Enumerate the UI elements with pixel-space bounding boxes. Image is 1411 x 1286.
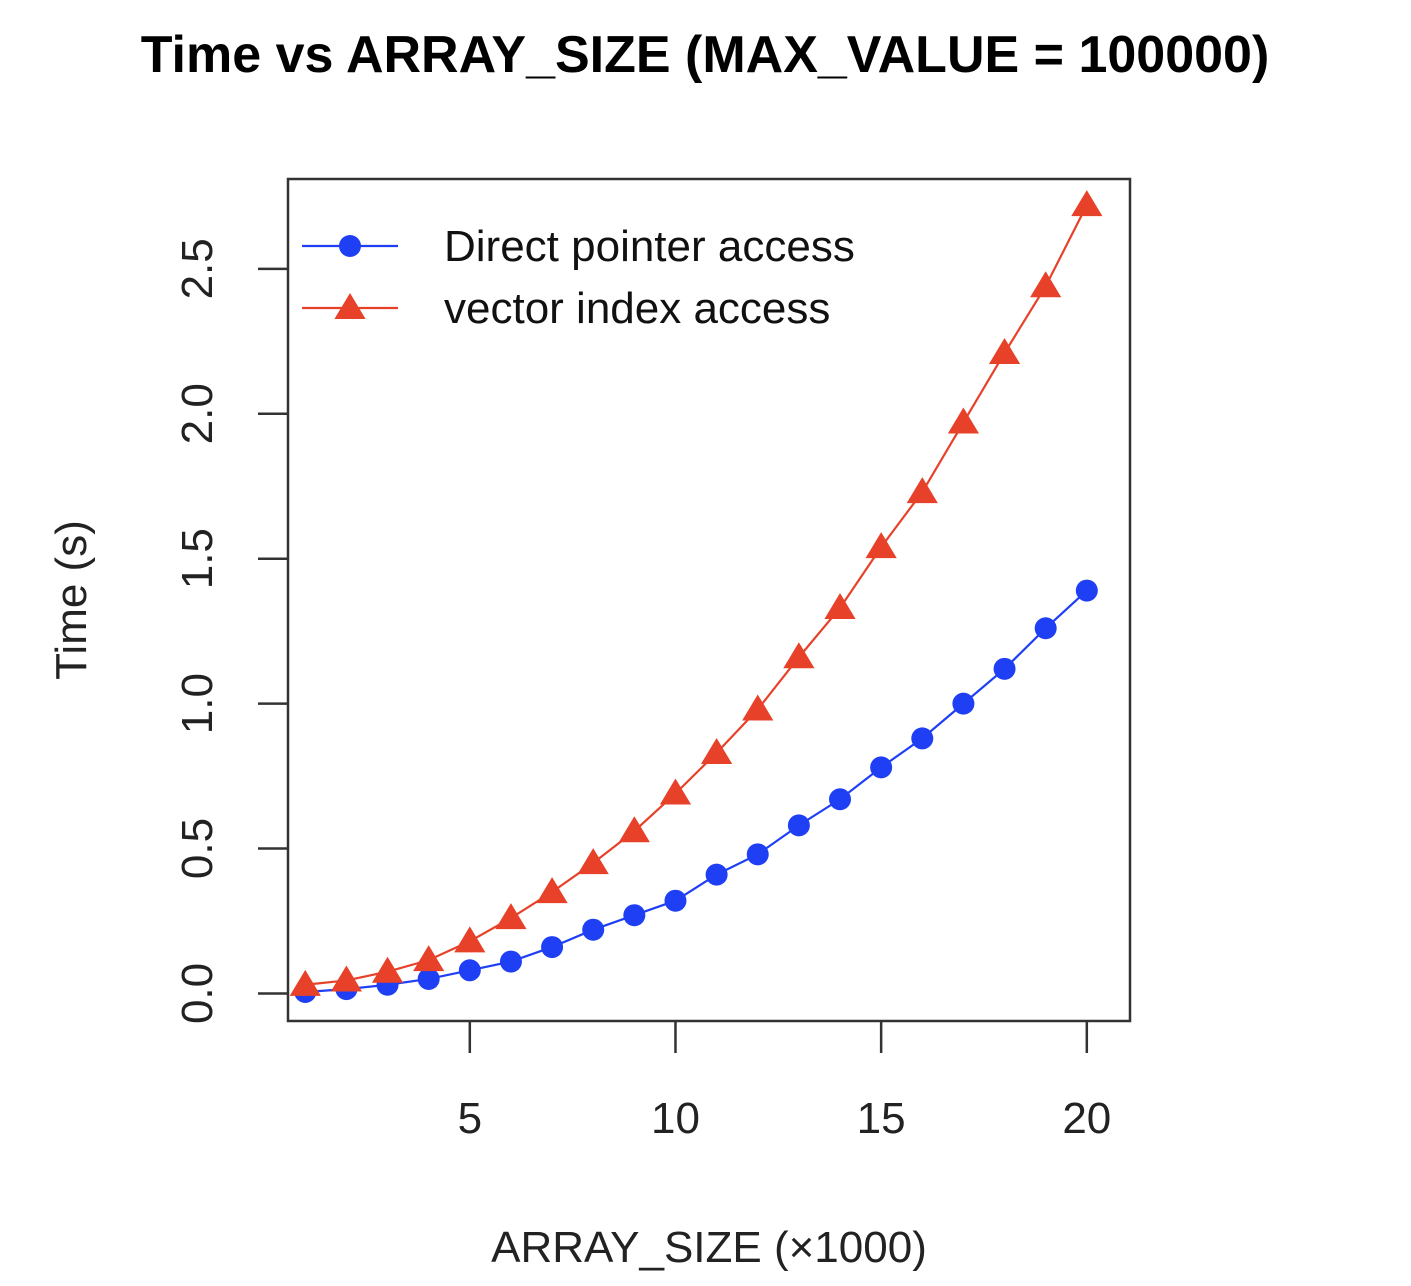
legend-label: vector index access xyxy=(444,284,830,333)
data-point xyxy=(623,904,646,927)
data-point xyxy=(582,918,605,941)
data-point xyxy=(664,889,687,912)
x-tick-label: 15 xyxy=(857,1094,906,1143)
data-point xyxy=(413,945,445,972)
x-tick-label: 5 xyxy=(458,1094,482,1143)
series-line xyxy=(305,589,1088,994)
plot-frame xyxy=(286,177,1132,1023)
series-direct-pointer-access xyxy=(294,579,1098,1004)
legend: Direct pointer access vector index access xyxy=(302,222,855,333)
data-point xyxy=(289,969,321,996)
data-point xyxy=(536,877,568,904)
series-layer xyxy=(289,190,1103,1004)
x-tick-label: 20 xyxy=(1062,1094,1111,1143)
y-tick-label: 1.5 xyxy=(173,528,222,589)
data-point xyxy=(1071,190,1103,217)
data-point xyxy=(865,532,897,559)
legend-marker xyxy=(334,293,366,320)
data-point xyxy=(577,848,609,875)
series-vector-index-access xyxy=(289,190,1103,996)
data-point xyxy=(1075,579,1098,602)
data-point xyxy=(993,657,1016,680)
y-tick-label: 2.0 xyxy=(173,383,222,444)
y-tick-label: 1.0 xyxy=(173,673,222,734)
data-point xyxy=(870,756,893,779)
data-point xyxy=(947,407,980,434)
data-point xyxy=(783,642,815,669)
data-point xyxy=(705,863,728,886)
data-point xyxy=(495,903,527,930)
x-axis-title: ARRAY_SIZE (×1000) xyxy=(491,1223,927,1272)
chart-title: Time vs ARRAY_SIZE (MAX_VALUE = 100000) xyxy=(141,26,1270,84)
legend-label: Direct pointer access xyxy=(444,222,855,271)
legend-marker xyxy=(339,235,361,257)
data-point xyxy=(988,337,1021,364)
y-tick-label: 0.0 xyxy=(173,963,222,1024)
y-tick-label: 2.5 xyxy=(173,238,222,299)
data-point xyxy=(659,778,692,805)
data-point xyxy=(458,959,481,982)
data-point xyxy=(824,593,856,620)
data-point xyxy=(911,727,934,750)
data-point xyxy=(618,816,650,843)
y-axis-title: Time (s) xyxy=(47,520,96,680)
y-tick-label: 0.5 xyxy=(173,818,222,879)
data-point xyxy=(787,814,810,837)
data-point xyxy=(330,965,363,992)
data-point xyxy=(952,692,975,715)
data-point xyxy=(746,843,769,866)
x-axis: 5 10 15 20 xyxy=(458,1021,1111,1143)
data-point xyxy=(701,737,733,764)
data-point xyxy=(417,967,440,990)
data-point xyxy=(742,694,774,721)
data-point xyxy=(1034,617,1057,640)
data-point xyxy=(371,956,404,983)
data-point xyxy=(454,926,486,953)
y-axis: 0.0 0.5 1.0 1.5 2.0 2.5 xyxy=(173,238,288,1024)
x-tick-label: 10 xyxy=(651,1094,700,1143)
data-point xyxy=(829,788,852,811)
data-point xyxy=(499,950,522,973)
data-point xyxy=(541,936,564,959)
data-point xyxy=(1030,271,1062,298)
data-point xyxy=(906,477,938,504)
